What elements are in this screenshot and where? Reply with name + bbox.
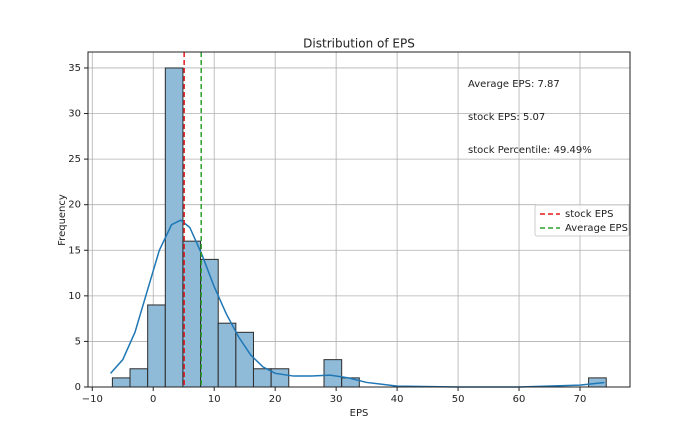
x-tick-label: 60 [513, 394, 526, 405]
y-tick-label: 10 [68, 291, 81, 302]
annotation: stock EPS: 5.07 [468, 112, 545, 123]
bar [200, 258, 219, 388]
x-tick-label: 50 [452, 394, 465, 405]
bar [270, 368, 290, 388]
x-tick-label: 40 [391, 394, 404, 405]
bar [217, 322, 237, 388]
y-tick-label: 0 [75, 382, 81, 393]
x-tick-label: 10 [208, 394, 221, 405]
y-tick-label: 35 [68, 63, 81, 74]
x-tick-label: 20 [269, 394, 282, 405]
y-tick-label: 25 [68, 154, 81, 165]
chart-title: Distribution of EPS [303, 37, 415, 51]
x-tick-label: 0 [150, 394, 156, 405]
y-tick-label: 20 [68, 200, 81, 211]
bar [252, 368, 272, 388]
y-tick-label: 15 [68, 245, 81, 256]
bar [147, 304, 166, 388]
y-axis-label: Frequency [57, 194, 68, 246]
bar [111, 377, 131, 388]
bar [129, 368, 149, 388]
bar [164, 67, 184, 388]
annotation: Average EPS: 7.87 [468, 79, 560, 90]
x-tick-label: −10 [82, 394, 103, 405]
x-tick-label: 30 [330, 394, 343, 405]
y-tick-label: 5 [75, 336, 81, 347]
legend-label: stock EPS [565, 209, 613, 220]
annotation: stock Percentile: 49.49% [468, 145, 592, 156]
bar [323, 359, 343, 388]
bar [235, 331, 254, 388]
x-tick-label: 70 [574, 394, 587, 405]
y-tick-label: 30 [68, 109, 81, 120]
kde-line [109, 219, 605, 388]
bar [182, 240, 202, 388]
x-axis-label: EPS [350, 408, 369, 419]
plot-frame [87, 51, 631, 388]
legend-label: Average EPS [565, 223, 628, 234]
